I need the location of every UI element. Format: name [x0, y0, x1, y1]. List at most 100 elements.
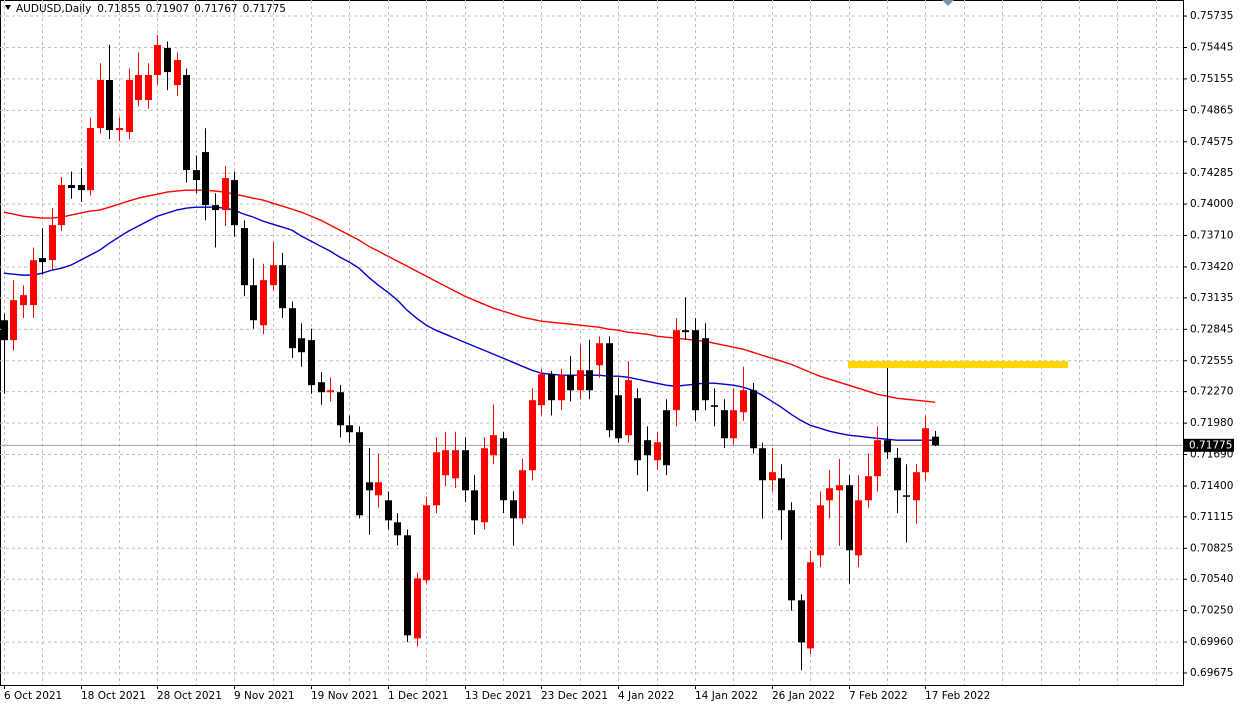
x-tick-label: 9 Nov 2021 [234, 690, 295, 702]
y-tick-label: 0.74865 [1190, 104, 1233, 116]
candle-body [922, 428, 929, 473]
candle-body [250, 285, 257, 321]
symbol: AUDUSD,Daily [16, 3, 91, 15]
x-tick-label: 28 Oct 2021 [157, 690, 222, 702]
candle-body [260, 280, 267, 326]
y-tick-label: 0.75735 [1190, 10, 1233, 22]
x-tick-label: 19 Nov 2021 [311, 690, 378, 702]
candle-body [884, 440, 891, 453]
candle-body [394, 522, 401, 536]
y-tick-label: 0.69960 [1190, 636, 1233, 648]
price-label: 0.71775 [1189, 439, 1232, 451]
shift-marker [942, 0, 954, 6]
candle-body [279, 265, 286, 309]
candle-body [49, 225, 56, 261]
moving-average [3, 189, 936, 403]
x-tick-label: 18 Oct 2021 [81, 690, 146, 702]
candle-body [606, 343, 613, 431]
candle-body [769, 472, 776, 481]
candle-body [894, 457, 901, 491]
candle-body [538, 374, 545, 406]
y-tick-label: 0.75445 [1190, 41, 1233, 53]
y-tick-label: 0.73135 [1190, 292, 1233, 304]
candle-body [846, 485, 853, 551]
y-tick-label: 0.70540 [1190, 573, 1233, 585]
y-tick-label: 0.71115 [1190, 511, 1233, 523]
candle-body [78, 185, 85, 191]
candle-body [750, 390, 757, 449]
candle-body [375, 482, 382, 496]
candle-body [788, 510, 795, 601]
menu-arrow[interactable] [5, 5, 11, 10]
candle-body [654, 442, 661, 461]
candle-body [337, 392, 344, 426]
candle-body [414, 578, 421, 639]
candle-body [318, 382, 325, 393]
moving-average [3, 206, 935, 441]
candle-body [298, 338, 305, 353]
candle-body [126, 80, 133, 133]
candle-body [519, 470, 526, 519]
x-tick-label: 17 Feb 2022 [925, 690, 990, 702]
candle-body [385, 500, 392, 521]
candle-body [308, 340, 315, 386]
candle-body [68, 185, 75, 189]
y-tick-label: 0.72270 [1190, 386, 1233, 398]
candle-body [778, 478, 785, 511]
candle-body [270, 265, 277, 286]
price-label-box [1184, 438, 1234, 452]
candle-body [20, 295, 27, 306]
candle-body [212, 205, 219, 211]
candle-body [692, 330, 699, 411]
x-tick-label: 26 Jan 2022 [772, 690, 835, 702]
y-tick-label: 0.73710 [1190, 230, 1233, 242]
candle-body [241, 228, 248, 286]
candle-body [634, 398, 641, 461]
candle-body [711, 405, 718, 407]
y-tick-label: 0.74285 [1190, 167, 1233, 179]
y-tick-label: 0.71400 [1190, 480, 1233, 492]
candle-body [625, 380, 632, 436]
candle-body [730, 410, 737, 439]
y-tick-label: 0.69675 [1190, 667, 1233, 679]
open-value: 0.71855 [97, 3, 140, 15]
candle-body [567, 375, 574, 391]
x-tick-label: 6 Oct 2021 [4, 690, 62, 702]
candle-body [817, 505, 824, 556]
candle-body [529, 400, 536, 471]
candle-body [740, 390, 747, 413]
candle-body [721, 410, 728, 439]
candle-body [702, 338, 709, 401]
candle-body [577, 370, 584, 391]
high-value: 0.71907 [146, 3, 189, 15]
candle-body [366, 482, 373, 491]
y-tick-label: 0.72555 [1190, 355, 1233, 367]
candle-body [404, 535, 411, 636]
candle-body [145, 75, 152, 101]
candle-body [154, 44, 161, 76]
candle-body [116, 128, 123, 131]
candle-body [874, 440, 881, 477]
candle-body [673, 330, 680, 411]
y-tick-label: 0.71980 [1190, 417, 1233, 429]
candle-body [106, 80, 113, 131]
x-tick-label: 13 Dec 2021 [465, 690, 532, 702]
header: AUDUSD,Daily 0.71855 0.71907 0.71767 0.71775 [16, 3, 286, 15]
candle-body [164, 48, 171, 73]
candle-body [807, 562, 814, 649]
candle-body [30, 260, 37, 306]
candle-body [346, 425, 353, 433]
y-tick-label: 0.73420 [1190, 261, 1233, 273]
y-tick-label: 0.74000 [1190, 198, 1233, 210]
candle-body [826, 488, 833, 501]
candle-body [836, 485, 843, 491]
candle-body [586, 370, 593, 391]
candle-body [490, 435, 497, 456]
candle-body [39, 258, 46, 263]
candle-body [865, 476, 872, 501]
low-value: 0.71767 [194, 3, 237, 15]
candle-body [183, 75, 190, 171]
candle-body [433, 452, 440, 506]
